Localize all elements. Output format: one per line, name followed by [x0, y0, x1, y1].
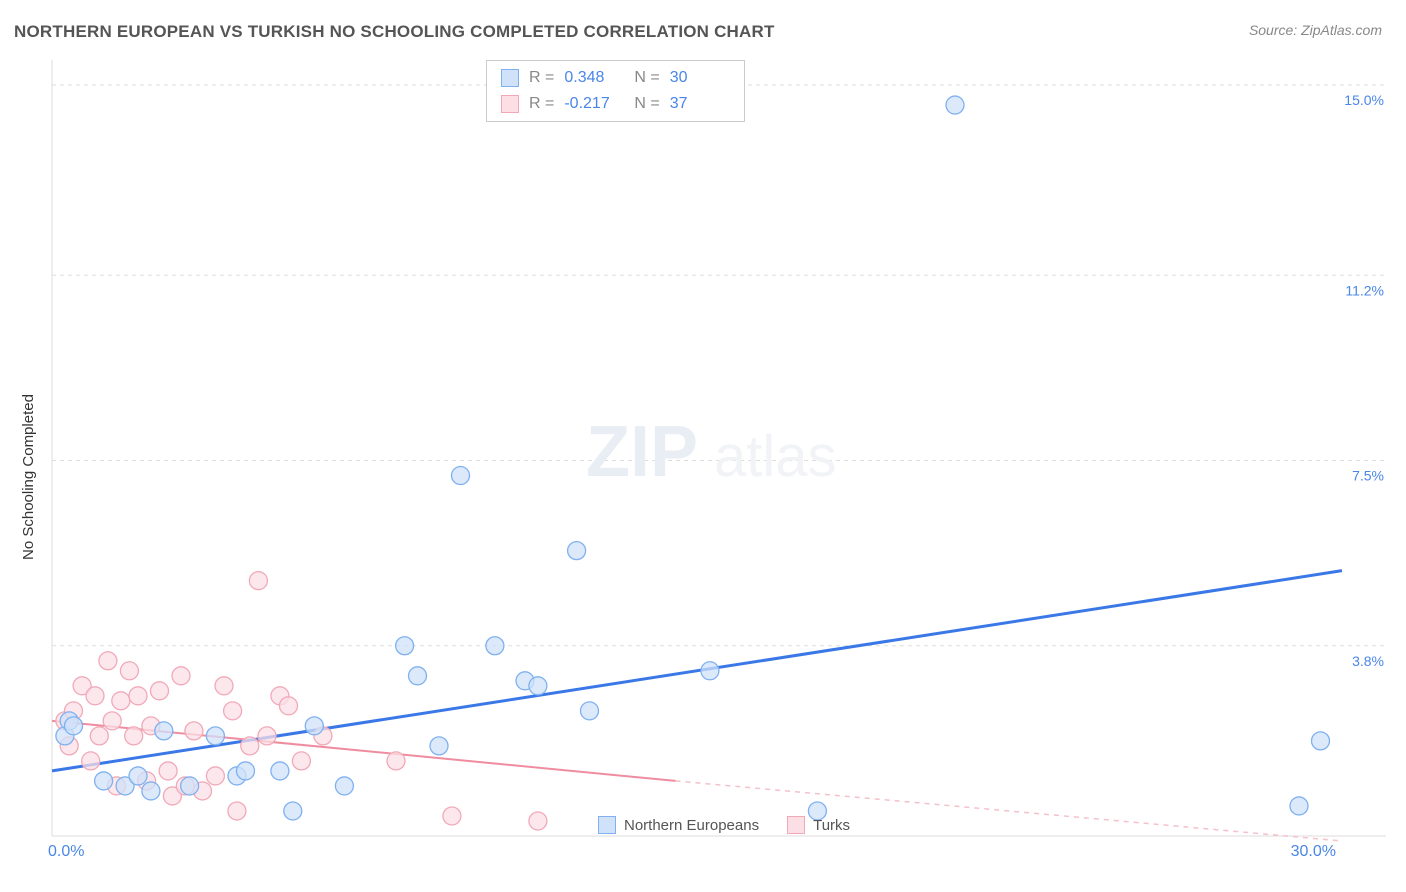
- svg-text:0.0%: 0.0%: [48, 843, 84, 856]
- swatch-blue: [501, 69, 519, 87]
- svg-text:ZIP: ZIP: [586, 412, 698, 492]
- stats-row-2: R = -0.217 N = 37: [501, 91, 730, 117]
- svg-text:15.0%: 15.0%: [1344, 92, 1384, 108]
- svg-text:30.0%: 30.0%: [1291, 843, 1336, 856]
- legend-label-1: Northern Europeans: [624, 817, 759, 834]
- r-value-2: -0.217: [564, 91, 624, 117]
- chart-area: 3.8%7.5%11.2%15.0%0.0%30.0%ZIPatlas R = …: [46, 56, 1386, 836]
- swatch-pink: [501, 95, 519, 113]
- svg-text:7.5%: 7.5%: [1352, 468, 1384, 484]
- svg-text:atlas: atlas: [714, 424, 837, 489]
- legend-bottom: Northern Europeans Turks: [598, 816, 850, 834]
- legend-item-2: Turks: [787, 816, 850, 834]
- r-value-1: 0.348: [564, 65, 624, 91]
- chart-title: NORTHERN EUROPEAN VS TURKISH NO SCHOOLIN…: [14, 22, 775, 42]
- source-attribution: Source: ZipAtlas.com: [1249, 22, 1382, 38]
- y-axis-label: No Schooling Completed: [20, 394, 37, 560]
- stats-legend-box: R = 0.348 N = 30 R = -0.217 N = 37: [486, 60, 745, 122]
- svg-text:11.2%: 11.2%: [1345, 282, 1384, 298]
- n-value-2: 37: [670, 91, 730, 117]
- swatch-blue: [598, 816, 616, 834]
- stats-row-1: R = 0.348 N = 30: [501, 65, 730, 91]
- legend-label-2: Turks: [813, 817, 850, 834]
- legend-item-1: Northern Europeans: [598, 816, 759, 834]
- swatch-pink: [787, 816, 805, 834]
- chart-container: NORTHERN EUROPEAN VS TURKISH NO SCHOOLIN…: [0, 0, 1406, 892]
- plot-svg: 3.8% 7.5% 11.2% 15.0% 0.0% 30.0% ZIPatlas: [46, 56, 1386, 856]
- n-value-1: 30: [670, 65, 730, 91]
- svg-text:3.8%: 3.8%: [1352, 653, 1384, 669]
